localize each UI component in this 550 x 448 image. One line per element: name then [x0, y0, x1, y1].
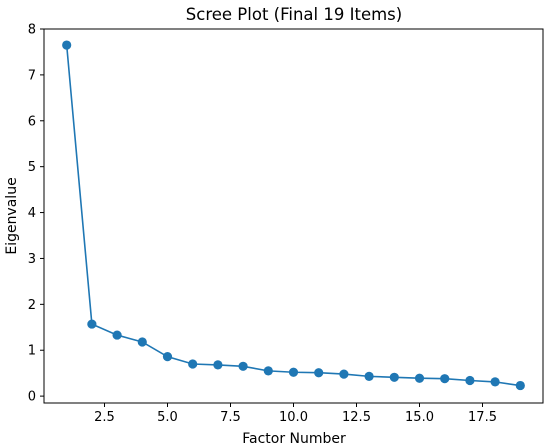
- y-axis-label: Eigenvalue: [4, 177, 20, 254]
- plot-frame: [43, 28, 544, 404]
- chart-title: Scree Plot (Final 19 Items): [186, 5, 402, 24]
- data-point: [188, 359, 198, 369]
- y-tick-label: 0: [28, 390, 36, 405]
- x-tick-label: 7.5: [220, 410, 241, 425]
- x-tick-label: 10.0: [279, 410, 308, 425]
- x-tick-label: 5.0: [157, 410, 178, 425]
- data-point: [162, 352, 173, 362]
- data-point: [137, 337, 147, 347]
- y-tick-label: 8: [28, 23, 36, 38]
- x-axis-label: Factor Number: [242, 431, 346, 447]
- plot-area: 2.5 5.0 7.5 10.0 12.5 15.0 17.5 0 1 2 3 4 5 6 7 8: [28, 23, 525, 425]
- y-tick-label: 3: [28, 252, 36, 267]
- y-tick-label: 6: [28, 114, 36, 129]
- data-point: [515, 380, 525, 391]
- data-point: [238, 361, 248, 371]
- data-point: [389, 372, 399, 382]
- data-point: [490, 377, 500, 387]
- data-point: [314, 368, 324, 378]
- y-tick-label: 1: [28, 344, 36, 359]
- data-point: [414, 373, 425, 383]
- y-tick-label: 5: [28, 160, 36, 175]
- data-point: [112, 330, 122, 340]
- data-point: [440, 374, 450, 384]
- series-line: [65, 44, 521, 387]
- data-point: [339, 369, 349, 379]
- x-tick-label: 2.5: [94, 410, 115, 425]
- data-point: [288, 367, 299, 377]
- y-tick-label: 2: [28, 298, 36, 313]
- x-tick-label: 12.5: [342, 410, 371, 425]
- data-point: [62, 40, 72, 50]
- y-tick-label: 4: [28, 206, 36, 221]
- data-point: [213, 360, 223, 370]
- data-point: [364, 371, 374, 381]
- data-point: [465, 375, 475, 386]
- x-tick-label: 15.0: [405, 410, 434, 425]
- y-tick-label: 7: [28, 68, 36, 83]
- data-point: [263, 366, 273, 376]
- data-point: [87, 319, 97, 329]
- x-tick-label: 17.5: [468, 410, 497, 425]
